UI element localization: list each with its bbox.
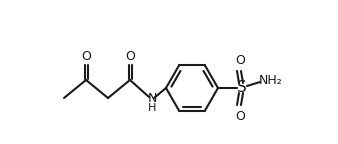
Text: S: S: [237, 80, 247, 95]
Text: O: O: [81, 50, 91, 62]
Text: NH₂: NH₂: [259, 73, 283, 87]
Text: O: O: [125, 50, 135, 62]
Text: O: O: [235, 54, 245, 67]
Text: O: O: [235, 109, 245, 123]
Text: N: N: [147, 91, 157, 105]
Text: H: H: [148, 103, 156, 113]
